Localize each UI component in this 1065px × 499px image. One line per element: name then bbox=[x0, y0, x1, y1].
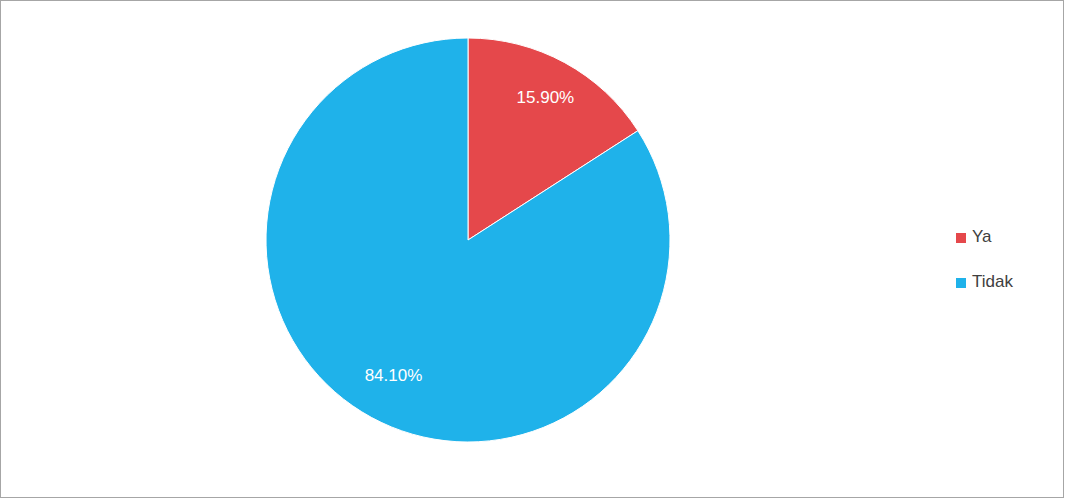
chart-frame bbox=[1, 1, 1064, 498]
legend-label: Ya bbox=[972, 227, 992, 246]
pie-slices bbox=[266, 38, 670, 442]
pie-slice bbox=[266, 38, 670, 442]
legend: Ya Tidak bbox=[956, 227, 1013, 291]
data-label: 15.90% bbox=[517, 88, 575, 107]
data-label: 84.10% bbox=[365, 366, 423, 385]
chart-root: 15.90% 84.10% Ya Tidak bbox=[0, 0, 1065, 499]
legend-swatch bbox=[956, 278, 966, 288]
data-labels: 15.90% 84.10% bbox=[365, 88, 575, 385]
legend-label: Tidak bbox=[972, 272, 1013, 291]
legend-swatch bbox=[956, 233, 966, 243]
